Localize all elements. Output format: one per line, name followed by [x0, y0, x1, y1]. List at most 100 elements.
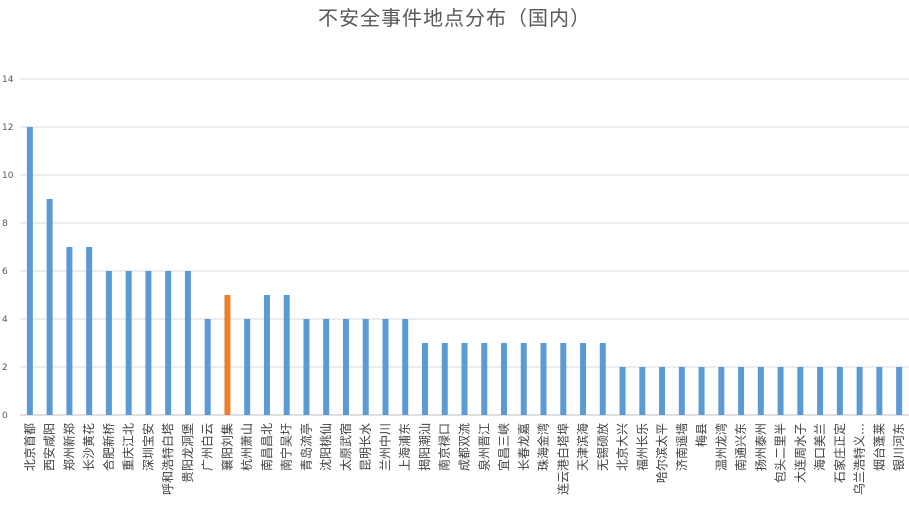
- y-tick-label: 10: [2, 171, 14, 181]
- bar: [856, 367, 863, 415]
- bar: [125, 271, 132, 415]
- bar: [421, 343, 428, 415]
- bar: [580, 343, 587, 415]
- y-tick-label: 0: [2, 411, 8, 421]
- bar: [204, 319, 211, 415]
- bar: [599, 343, 606, 415]
- x-tick-label: 宜昌三峡: [496, 423, 511, 471]
- x-tick-label: 无锡硕放: [595, 423, 610, 471]
- x-tick-label: 乌兰浩特义…: [852, 423, 867, 495]
- x-tick-label: 襄阳刘集: [219, 423, 234, 471]
- bar: [105, 271, 112, 415]
- x-tick-label: 沈阳桃仙: [318, 423, 333, 471]
- x-tick-label: 泉州晋江: [477, 423, 491, 471]
- x-tick-label: 大连周水子: [792, 423, 807, 483]
- x-tick-label: 梅县: [694, 423, 709, 447]
- bar: [619, 367, 626, 415]
- x-tick-label: 深圳宝安: [140, 423, 155, 471]
- bar: [165, 271, 172, 415]
- x-tick-label: 合肥新桥: [101, 423, 116, 471]
- x-tick-label: 哈尔滨太平: [654, 423, 669, 483]
- bar: [402, 319, 409, 415]
- x-tick-label: 济南遥墙: [674, 423, 689, 471]
- x-tick-label: 福州长乐: [634, 423, 649, 471]
- x-tick-label: 重庆江北: [122, 423, 136, 471]
- x-tick-label: 天津滨海: [575, 423, 590, 471]
- x-tick-label: 南宁吴圩: [279, 423, 294, 471]
- bar: [876, 367, 883, 415]
- y-tick-label: 4: [2, 315, 8, 325]
- bar: [639, 367, 646, 415]
- bar: [263, 295, 270, 415]
- x-tick-label: 南京禄口: [437, 423, 452, 471]
- y-tick-label: 14: [2, 75, 14, 85]
- bar: [896, 367, 903, 415]
- x-tick-label: 扬州泰州: [753, 423, 768, 471]
- x-tick-label: 北京大兴: [616, 423, 630, 471]
- x-tick-label: 连云港白塔埠: [555, 423, 570, 495]
- x-tick-label: 长春龙嘉: [517, 423, 531, 471]
- x-tick-label: 银川河东: [892, 423, 906, 471]
- x-tick-label: 贵阳龙洞堡: [180, 423, 195, 483]
- bar: [441, 343, 448, 415]
- x-tick-label: 北京首都: [23, 423, 37, 471]
- bar: [678, 367, 685, 415]
- bar: [738, 367, 745, 415]
- bar: [46, 199, 53, 415]
- x-tick-label: 海口美兰: [812, 423, 827, 471]
- x-tick-label: 南通兴东: [733, 423, 748, 471]
- x-tick-label: 广州白云: [200, 423, 215, 471]
- bar: [303, 319, 310, 415]
- bar: [323, 319, 330, 415]
- x-tick-label: 石家庄正定: [832, 423, 847, 483]
- x-tick-label: 南昌昌北: [259, 423, 274, 471]
- bar: [797, 367, 804, 415]
- x-tick-label: 成都双流: [458, 423, 472, 471]
- bar: [836, 367, 843, 415]
- x-tick-label: 包头二里半: [774, 423, 788, 483]
- y-tick-label: 2: [2, 363, 8, 373]
- bar: [26, 127, 33, 415]
- x-tick-label: 上海浦东: [397, 423, 412, 471]
- bar: [283, 295, 290, 415]
- bar: [777, 367, 784, 415]
- x-tick-label: 杭州萧山: [239, 423, 254, 471]
- x-tick-label: 长沙黄花: [81, 423, 96, 471]
- x-tick-label: 珠海金湾: [536, 423, 551, 471]
- bar: [145, 271, 152, 415]
- y-tick-label: 6: [2, 267, 8, 277]
- bar: [481, 343, 488, 415]
- bar: [184, 271, 191, 415]
- bar: [560, 343, 567, 415]
- y-tick-label: 12: [2, 123, 13, 133]
- bar: [382, 319, 389, 415]
- bar: [520, 343, 527, 415]
- x-tick-label: 兰州中川: [377, 423, 392, 471]
- x-tick-label: 呼和浩特白塔: [160, 423, 175, 495]
- x-tick-label: 温州龙湾: [713, 423, 728, 471]
- y-tick-label: 8: [2, 219, 8, 229]
- x-tick-label: 烟台蓬莱: [871, 423, 886, 471]
- x-tick-label: 青岛流亭: [298, 423, 313, 471]
- bar: [461, 343, 468, 415]
- bar: [718, 367, 725, 415]
- x-tick-label: 太原武宿: [338, 423, 353, 471]
- x-tick-label: 西安咸阳: [42, 423, 57, 471]
- bar: [244, 319, 251, 415]
- bar: [757, 367, 764, 415]
- bar: [86, 247, 93, 415]
- bar: [698, 367, 705, 415]
- bar: [501, 343, 508, 415]
- bar: [540, 343, 547, 415]
- bar: [817, 367, 824, 415]
- x-tick-label: 揭阳潮汕: [417, 423, 432, 471]
- x-tick-label: 昆明长水: [359, 423, 373, 471]
- bar: [66, 247, 73, 415]
- chart-title: 不安全事件地点分布（国内）: [318, 6, 591, 30]
- bar: [224, 295, 231, 415]
- bar: [342, 319, 349, 415]
- bar: [362, 319, 369, 415]
- x-tick-label: 郑州新郑: [61, 423, 76, 471]
